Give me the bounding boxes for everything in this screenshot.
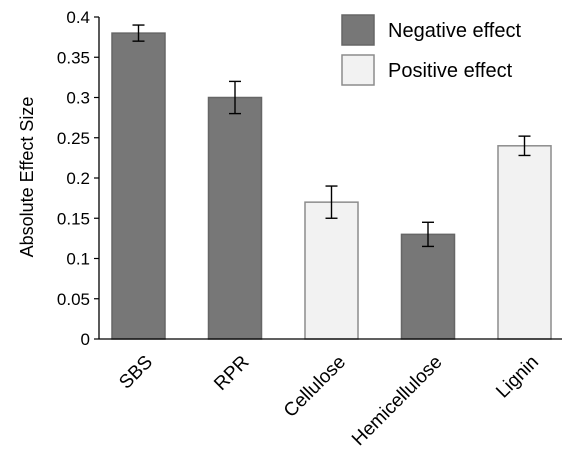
error-bars (132, 24, 531, 248)
legend-label: Negative effect (388, 20, 521, 42)
y-axis: 0 0.05 0.1 0.15 0.2 0.25 0.3 0.35 0.4 (57, 8, 100, 349)
y-tick-label: 0.25 (57, 129, 90, 148)
legend-item: Positive effect (341, 54, 513, 86)
y-tick-label: 0.15 (57, 209, 90, 228)
y-tick-label: 0.2 (66, 169, 90, 188)
legend-swatch (341, 14, 375, 46)
x-tick-label: Cellulose (280, 352, 350, 422)
bar-rpr (207, 96, 263, 340)
x-tick-label: RPR (210, 352, 253, 395)
y-tick-label: 0 (81, 330, 90, 349)
legend-label: Positive effect (388, 60, 513, 82)
legend: Negative effect Positive effect (341, 14, 521, 86)
bar-hemicellulose (400, 233, 456, 340)
error-bar-sbs (132, 24, 145, 42)
error-bar-rpr (229, 80, 241, 115)
bar-sbs (111, 32, 166, 340)
error-bar-cellulose (325, 185, 338, 219)
x-tick-label: Hemicellulose (348, 352, 446, 450)
legend-item: Negative effect (341, 14, 521, 46)
x-tick-label: SBS (115, 352, 157, 394)
bar-cellulose (304, 201, 359, 340)
legend-swatch (341, 54, 375, 86)
y-tick-label: 0.4 (66, 8, 90, 27)
bar-lignin (497, 145, 552, 340)
y-axis-label: Absolute Effect Size (17, 97, 37, 258)
x-tick-label: Lignin (492, 352, 543, 403)
y-tick-label: 0.35 (57, 48, 90, 67)
error-bar-hemicellulose (422, 221, 434, 248)
y-tick-label: 0.3 (66, 89, 90, 108)
y-tick-label: 0.1 (66, 250, 90, 269)
y-tick-label: 0.05 (57, 290, 90, 309)
error-bar-lignin (518, 135, 531, 157)
